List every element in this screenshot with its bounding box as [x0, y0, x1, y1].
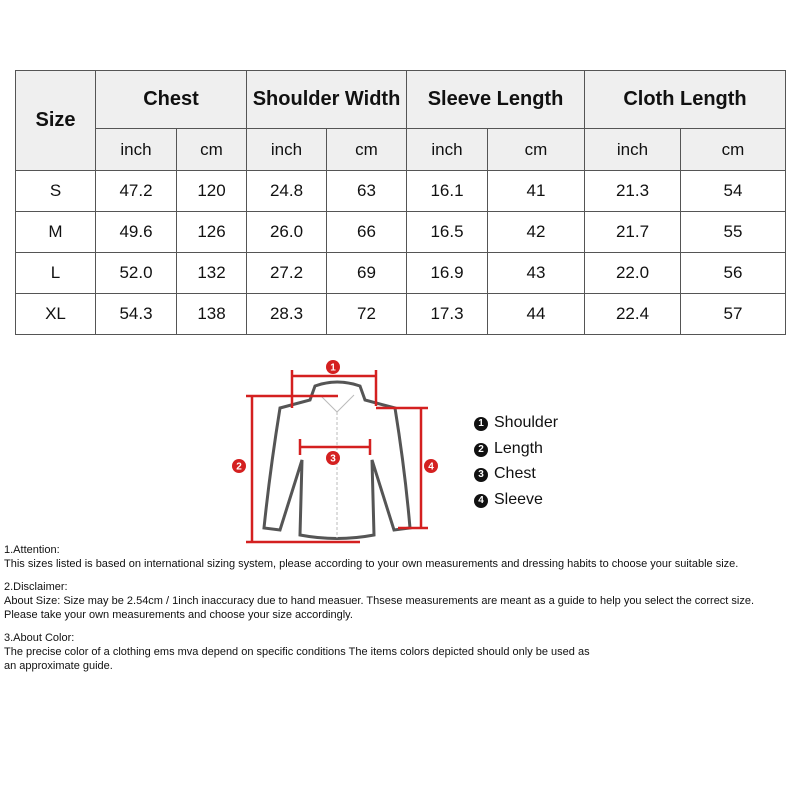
- unit-header: inch: [584, 128, 681, 171]
- size-table: Size Chest Shoulder Width Sleeve Length …: [15, 70, 786, 335]
- value-cell: 21.3: [584, 170, 681, 212]
- legend-label: Shoulder: [494, 414, 559, 431]
- value-cell: 16.9: [406, 252, 488, 294]
- unit-header: inch: [246, 128, 327, 171]
- value-cell: 24.8: [246, 170, 327, 212]
- value-cell: 54: [680, 170, 786, 212]
- size-cell: M: [15, 211, 96, 253]
- table-row: S 47.2 120 24.8 63 16.1 41 21.3 54: [15, 170, 786, 212]
- note-section: 3.About Color: The precise color of a clo…: [4, 631, 754, 673]
- value-cell: 44: [487, 293, 585, 335]
- notes: 1.Attention: This sizes listed is based o…: [4, 543, 754, 682]
- legend-item: 2 Length: [474, 440, 543, 458]
- size-cell: L: [15, 252, 96, 294]
- header-sleeve: Sleeve Length: [406, 70, 585, 129]
- value-cell: 56: [680, 252, 786, 294]
- value-cell: 47.2: [95, 170, 177, 212]
- unit-header: cm: [176, 128, 247, 171]
- marker-3-icon: 3: [326, 451, 340, 465]
- note-section: 2.Disclaimer: About Size: Size may be 2.5…: [4, 580, 754, 622]
- value-cell: 26.0: [246, 211, 327, 253]
- value-cell: 17.3: [406, 293, 488, 335]
- number-4-icon: 4: [474, 493, 488, 508]
- note-section: 1.Attention: This sizes listed is based o…: [4, 543, 754, 571]
- value-cell: 22.0: [584, 252, 681, 294]
- value-cell: 41: [487, 170, 585, 212]
- value-cell: 132: [176, 252, 247, 294]
- value-cell: 72: [326, 293, 407, 335]
- unit-header: cm: [487, 128, 585, 171]
- note-title: 1.Attention:: [4, 544, 60, 556]
- value-cell: 22.4: [584, 293, 681, 335]
- header-length: Cloth Length: [584, 70, 786, 129]
- number-2-icon: 2: [474, 442, 488, 457]
- table-row: M 49.6 126 26.0 66 16.5 42 21.7 55: [15, 211, 786, 253]
- value-cell: 21.7: [584, 211, 681, 253]
- value-cell: 27.2: [246, 252, 327, 294]
- value-cell: 63: [326, 170, 407, 212]
- measure-lines: [246, 370, 428, 544]
- value-cell: 66: [326, 211, 407, 253]
- note-text: Please take your own measurements and ch…: [4, 609, 353, 621]
- legend-item: 3 Chest: [474, 465, 536, 483]
- value-cell: 69: [326, 252, 407, 294]
- note-title: 2.Disclaimer:: [4, 581, 68, 593]
- table-row: XL 54.3 138 28.3 72 17.3 44 22.4 57: [15, 293, 786, 335]
- header-shoulder: Shoulder Width: [246, 70, 407, 129]
- note-text: This sizes listed is based on internatio…: [4, 558, 739, 570]
- marker-1-icon: 1: [326, 360, 340, 374]
- value-cell: 49.6: [95, 211, 177, 253]
- value-cell: 43: [487, 252, 585, 294]
- shirt-diagram: 1 2 3 4: [232, 360, 438, 544]
- value-cell: 42: [487, 211, 585, 253]
- note-text: About Size: Size may be 2.54cm / 1inch i…: [4, 595, 755, 607]
- legend-item: 1 Shoulder: [474, 414, 558, 432]
- unit-header: inch: [406, 128, 488, 171]
- unit-header: inch: [95, 128, 177, 171]
- legend-item: 4 Sleeve: [474, 491, 543, 509]
- value-cell: 120: [176, 170, 247, 212]
- table-row: L 52.0 132 27.2 69 16.9 43 22.0 56: [15, 252, 786, 294]
- header-row: Size Chest Shoulder Width Sleeve Length …: [15, 70, 786, 171]
- legend-label: Sleeve: [494, 490, 543, 508]
- note-text: an approximate guide.: [4, 660, 113, 672]
- value-cell: 126: [176, 211, 247, 253]
- value-cell: 55: [680, 211, 786, 253]
- svg-text:4: 4: [428, 462, 434, 473]
- note-text: The precise color of a clothing ems mva …: [4, 646, 590, 658]
- value-cell: 28.3: [246, 293, 327, 335]
- size-cell: XL: [15, 293, 96, 335]
- units-row: inch cm inch cm inch cm inch cm: [16, 128, 786, 171]
- number-1-icon: 1: [474, 417, 488, 431]
- number-3-icon: 3: [474, 468, 488, 482]
- value-cell: 52.0: [95, 252, 177, 294]
- size-cell: S: [15, 170, 96, 212]
- value-cell: 16.5: [406, 211, 488, 253]
- value-cell: 54.3: [95, 293, 177, 335]
- legend-label: Chest: [494, 465, 536, 482]
- marker-2-icon: 2: [232, 459, 246, 473]
- legend-label: Length: [494, 439, 543, 457]
- unit-header: cm: [680, 128, 786, 171]
- svg-text:2: 2: [236, 462, 242, 473]
- header-size: Size: [15, 70, 96, 171]
- value-cell: 16.1: [406, 170, 488, 212]
- unit-header: cm: [326, 128, 407, 171]
- svg-text:3: 3: [330, 454, 336, 465]
- note-title: 3.About Color:: [4, 632, 75, 644]
- svg-text:1: 1: [330, 363, 336, 374]
- value-cell: 138: [176, 293, 247, 335]
- value-cell: 57: [680, 293, 786, 335]
- marker-4-icon: 4: [424, 459, 438, 473]
- header-chest: Chest: [95, 70, 247, 129]
